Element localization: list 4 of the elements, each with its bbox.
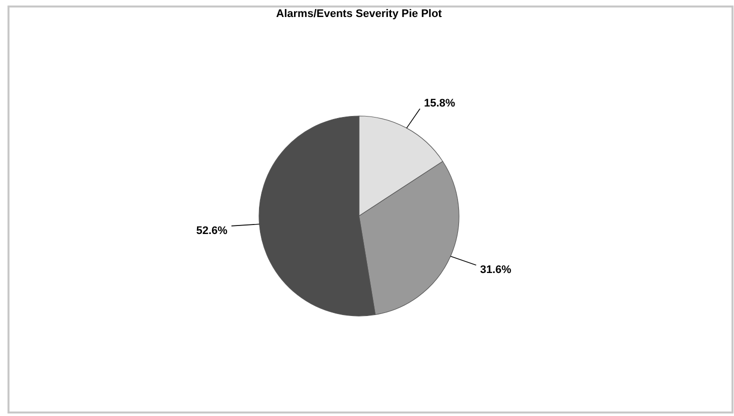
chart-title: Alarms/Events Severity Pie Plot <box>276 8 442 20</box>
data-label: 52.6% <box>196 224 228 237</box>
data-label: 31.6% <box>480 264 512 276</box>
data-label: 15.8% <box>424 98 456 110</box>
